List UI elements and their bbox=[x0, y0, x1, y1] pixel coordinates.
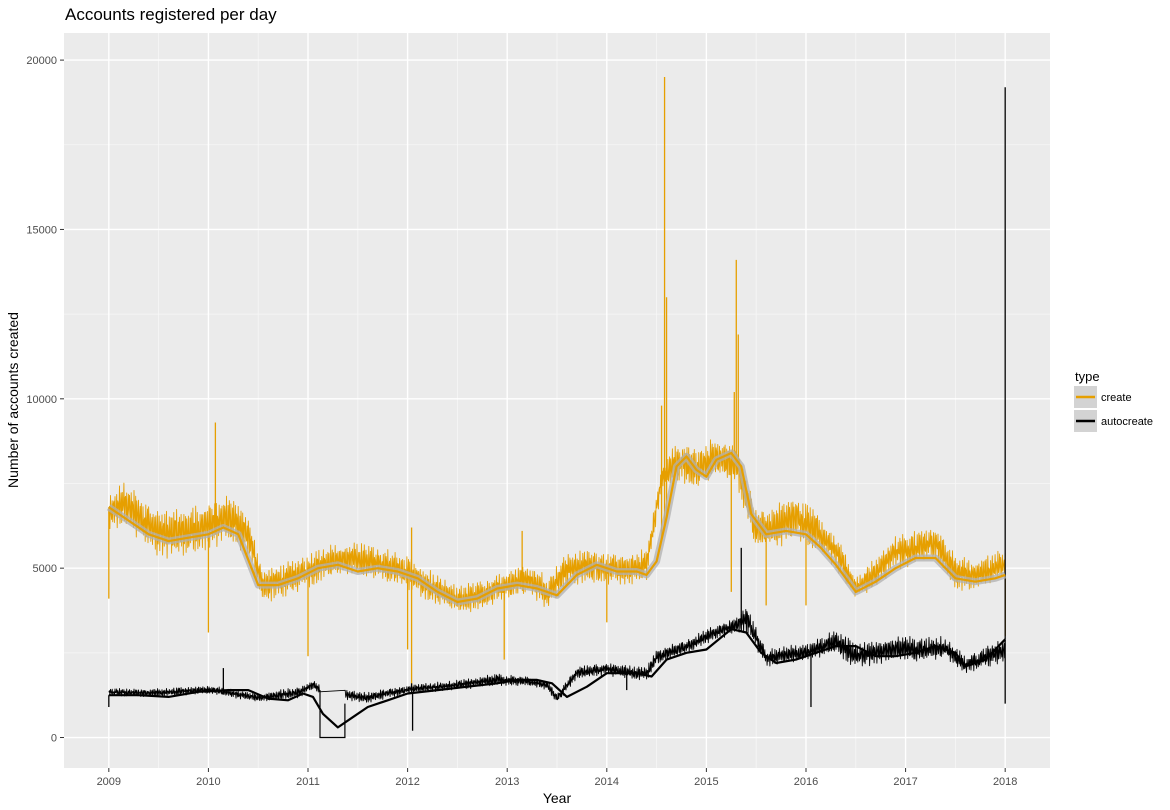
y-tick-label: 15000 bbox=[26, 224, 57, 236]
x-tick-label: 2009 bbox=[97, 776, 121, 788]
series-flat-autocreate bbox=[319, 690, 346, 739]
legend: type create autocreate bbox=[1074, 369, 1153, 432]
x-tick-label: 2012 bbox=[395, 776, 419, 788]
x-tick-label: 2016 bbox=[794, 776, 818, 788]
legend-label-autocreate: autocreate bbox=[1101, 416, 1153, 428]
x-tick-label: 2015 bbox=[694, 776, 718, 788]
series-smooth-create bbox=[108, 451, 1006, 604]
x-axis-title: Year bbox=[543, 790, 572, 806]
legend-title: type bbox=[1075, 369, 1100, 384]
x-tick-label: 2017 bbox=[893, 776, 917, 788]
y-tick-label: 10000 bbox=[26, 394, 57, 406]
y-tick-label: 20000 bbox=[26, 55, 57, 67]
x-tick-label: 2018 bbox=[993, 776, 1017, 788]
legend-label-create: create bbox=[1101, 392, 1132, 404]
y-tick-label: 5000 bbox=[33, 563, 57, 575]
y-axis-title: Number of accounts created bbox=[5, 312, 21, 488]
series-smooth-autocreate bbox=[108, 628, 1006, 729]
x-tick-label: 2013 bbox=[495, 776, 519, 788]
series-raw-autocreate bbox=[108, 609, 1006, 703]
y-axis: 0 5000 10000 15000 20000 bbox=[26, 55, 64, 745]
series-layer bbox=[106, 77, 1007, 739]
x-tick-label: 2014 bbox=[595, 776, 619, 788]
x-tick-label: 2011 bbox=[296, 776, 320, 788]
chart-title: Accounts registered per day bbox=[65, 5, 277, 24]
y-tick-label: 0 bbox=[51, 733, 57, 745]
x-axis: 2009 2010 2011 2012 2013 2014 2015 2016 2017 2018 bbox=[97, 768, 1017, 788]
series-raw-create bbox=[108, 439, 1006, 613]
x-tick-label: 2010 bbox=[196, 776, 220, 788]
